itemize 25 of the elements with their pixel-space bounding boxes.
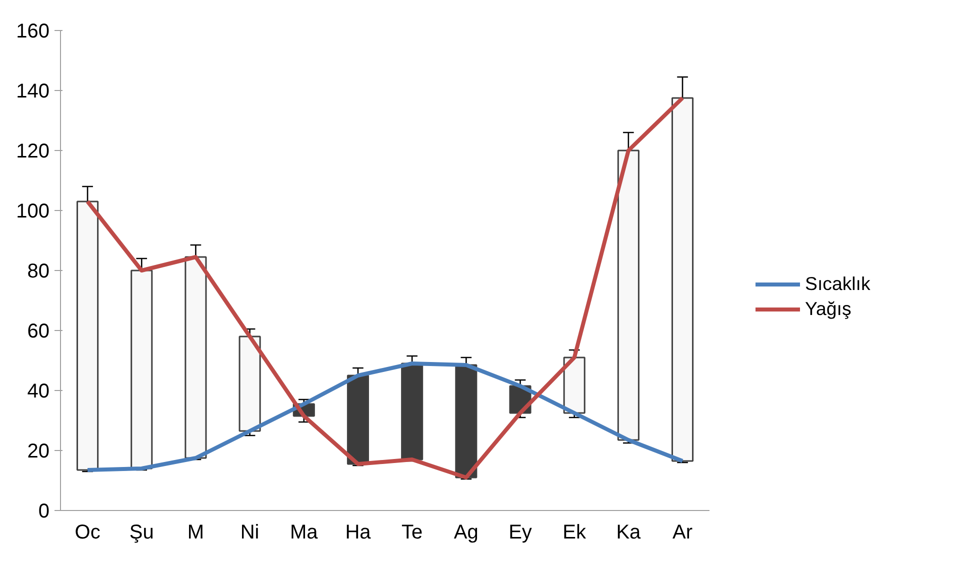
y-tick-label: 100 — [16, 200, 50, 222]
x-tick-label: Ma — [290, 522, 319, 544]
x-tick-label: Ar — [672, 522, 693, 544]
y-tick-label: 20 — [27, 440, 50, 462]
x-tick-label: Te — [402, 522, 423, 544]
legend-label: Yağış — [805, 298, 852, 320]
x-tick-label: Ni — [240, 522, 260, 544]
line-series — [86, 96, 685, 480]
x-tick-label: Oc — [74, 522, 100, 544]
y-tick-label: 80 — [27, 260, 50, 282]
y-tick-label: 0 — [38, 500, 50, 522]
y-tick-label: 40 — [27, 380, 50, 402]
x-tick-label: Ka — [616, 522, 642, 544]
y-tick-label: 140 — [16, 80, 50, 102]
y-tick-label: 120 — [16, 140, 50, 162]
x-tick-label: Ey — [508, 522, 532, 544]
line-series — [86, 362, 685, 472]
y-tick-label: 60 — [27, 320, 50, 342]
x-tick-label: Ek — [562, 522, 588, 544]
x-tick-label: Ha — [345, 522, 372, 544]
y-tick-label: 160 — [16, 20, 50, 42]
x-tick-label: Ag — [454, 522, 478, 544]
x-tick-label: Şu — [129, 522, 154, 544]
x-tick-label: M — [187, 522, 204, 544]
legend-label: Sıcaklık — [805, 273, 870, 295]
